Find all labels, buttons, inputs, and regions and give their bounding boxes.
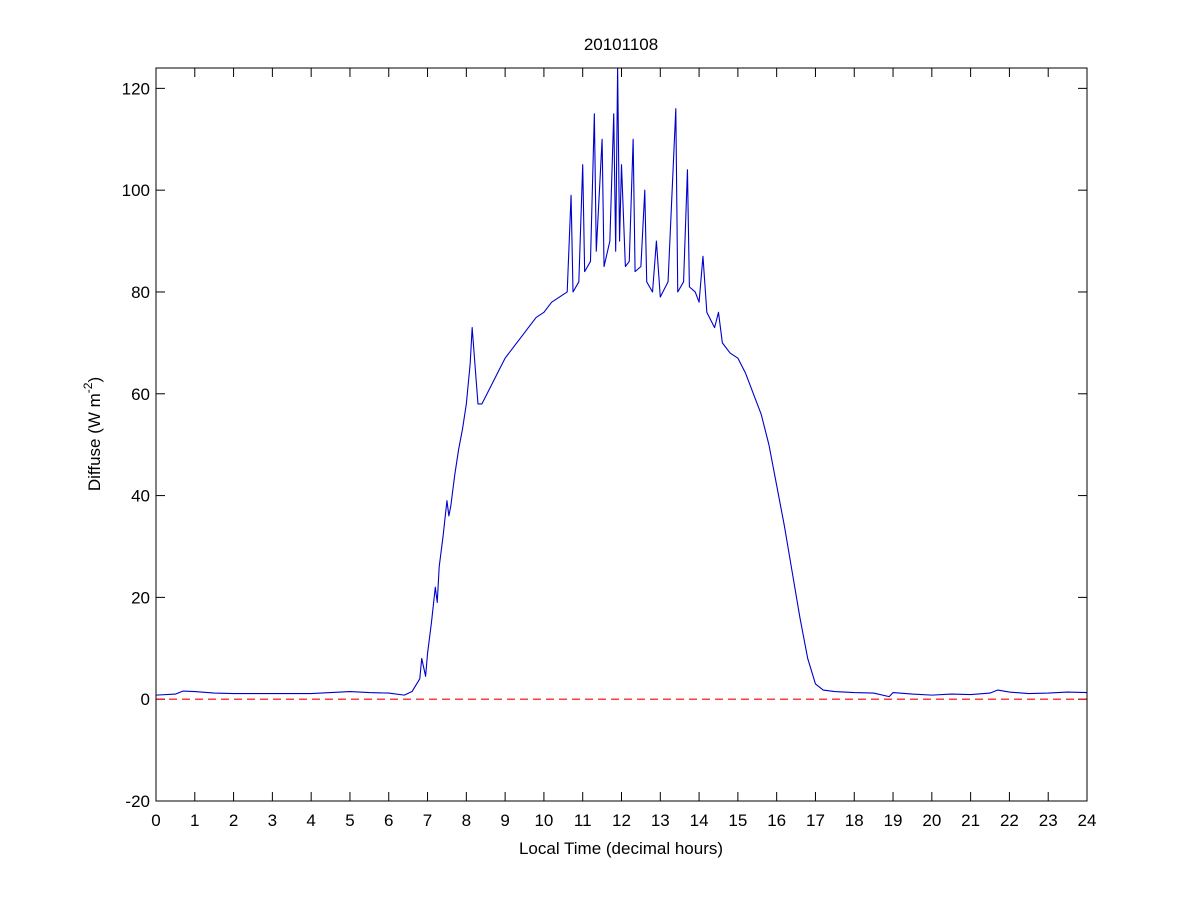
- plot-area: [156, 68, 1087, 801]
- x-axis-label: Local Time (decimal hours): [519, 839, 723, 858]
- y-tick-label: 80: [131, 283, 150, 302]
- x-tick-label: 2: [229, 811, 238, 830]
- y-tick-label: 120: [122, 79, 150, 98]
- x-tick-label: 24: [1078, 811, 1097, 830]
- y-tick-label: 40: [131, 487, 150, 506]
- y-axis-label: Diffuse (W m-2): [81, 377, 104, 491]
- x-tick-label: 19: [884, 811, 903, 830]
- y-tick-label: 20: [131, 588, 150, 607]
- x-tick-label: 3: [268, 811, 277, 830]
- y-tick-label: 100: [122, 181, 150, 200]
- y-axis-label-end: ): [85, 377, 104, 383]
- data-line: [155, 67, 1088, 698]
- x-tick-label: 20: [922, 811, 941, 830]
- x-tick-label: 7: [423, 811, 432, 830]
- x-tick-label: 0: [151, 811, 160, 830]
- x-tick-label: 23: [1039, 811, 1058, 830]
- y-tick-label: 60: [131, 385, 150, 404]
- x-tick-label: 22: [1000, 811, 1019, 830]
- y-tick-label: -20: [125, 792, 150, 811]
- x-tick-label: 13: [651, 811, 670, 830]
- x-tick-label: 18: [845, 811, 864, 830]
- x-tick-label: 15: [728, 811, 747, 830]
- x-tick-label: 6: [384, 811, 393, 830]
- y-axis-label-main: Diffuse (W m: [85, 393, 104, 491]
- x-tick-label: 8: [462, 811, 471, 830]
- x-tick-label: 21: [961, 811, 980, 830]
- x-tick-label: 12: [612, 811, 631, 830]
- x-tick-label: 17: [806, 811, 825, 830]
- y-tick-label: 0: [141, 690, 150, 709]
- x-tick-label: 9: [500, 811, 509, 830]
- x-tick-label: 5: [345, 811, 354, 830]
- x-tick-label: 14: [690, 811, 709, 830]
- x-tick-label: 10: [534, 811, 553, 830]
- x-tick-label: 4: [306, 811, 315, 830]
- chart-title: 20101108: [584, 35, 658, 54]
- y-axis-label-sup: -2: [81, 382, 95, 393]
- axes-box: [155, 67, 1088, 802]
- x-tick-label: 11: [574, 811, 592, 830]
- x-tick-label: 16: [767, 811, 786, 830]
- x-tick-label: 1: [190, 811, 199, 830]
